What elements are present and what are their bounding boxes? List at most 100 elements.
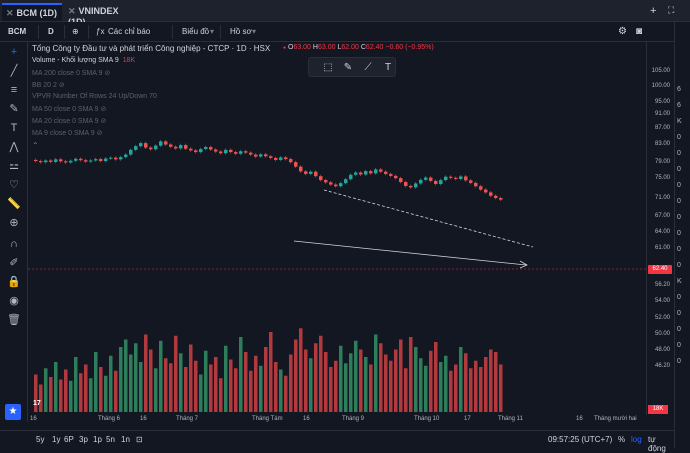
indicator-ma20[interactable]: MA 20 close 0 SMA 9 ⊘ <box>32 117 106 125</box>
text-tool-icon[interactable]: T <box>10 122 18 134</box>
volume-bar <box>354 340 358 412</box>
indicator-volume[interactable]: Volume - Khối lượng SMA 9 18K <box>32 57 135 64</box>
range-5d[interactable]: 5n <box>106 435 115 444</box>
ruler-icon[interactable]: 📏 <box>7 198 21 210</box>
watchlist-strip[interactable]: 6 6 K 0 0 0 0 0 0 0 0 0 K 0 0 0 0 0 <box>674 22 690 448</box>
chevron-down-icon[interactable]: ▾ <box>252 27 257 36</box>
fib-lines-icon[interactable]: ≡ <box>10 84 18 96</box>
range-5y[interactable]: 5y <box>36 435 45 444</box>
text-icon[interactable]: T <box>384 62 392 73</box>
collapse-legend-icon[interactable]: ⌃ <box>32 141 39 150</box>
candle-body <box>199 149 203 153</box>
volume-bar <box>64 369 68 412</box>
indicator-ma50[interactable]: MA 50 close 0 SMA 9 ⊘ <box>32 105 106 113</box>
hidden-eye-icon[interactable]: ⊘ <box>96 130 103 137</box>
clock-readout[interactable]: 09:57:25 (UTC+7) <box>548 435 613 444</box>
time-tick-label: Tháng mười hai <box>594 416 637 422</box>
candlestick-chart[interactable] <box>28 42 646 415</box>
volume-bar <box>304 349 308 412</box>
range-1y[interactable]: 1y <box>52 435 61 444</box>
indicator-bb[interactable]: BB 20 2 ⊘ <box>32 81 65 89</box>
line-icon[interactable]: ⟋ <box>364 62 372 73</box>
watchlist-strip-text: K <box>677 278 682 285</box>
tab-bcm[interactable]: ✕ BCM (1D) <box>2 3 62 21</box>
indicator-ma9[interactable]: MA 9 close 0 SMA 9 ⊘ <box>32 129 102 137</box>
lock-icon[interactable]: 🔒 <box>7 276 21 288</box>
trash-icon[interactable]: 🗑 <box>7 314 21 326</box>
forecast-icon[interactable]: ⚍ <box>9 160 19 172</box>
price-tick-label: 61.00 <box>654 245 670 251</box>
tradingview-logo: 17 <box>33 400 41 407</box>
indicator-label: MA 50 close 0 SMA 9 <box>32 106 99 113</box>
range-6m[interactable]: 6P <box>64 435 74 444</box>
select-rectangle-icon[interactable]: ⬚ <box>323 62 333 73</box>
compare-add-icon[interactable]: ⊕ <box>72 27 79 36</box>
low-key: L <box>337 44 342 51</box>
watchlist-strip-text: 0 <box>677 342 681 349</box>
candle-body <box>479 186 483 190</box>
price-tick-label: 105.00 <box>651 68 670 74</box>
interval-select[interactable]: D <box>48 27 54 36</box>
volume-bar <box>69 380 73 412</box>
range-3m[interactable]: 3p <box>79 435 88 444</box>
indicator-vpvr[interactable]: VPVR Number Of Rows 24 Up/Down 70 <box>32 93 157 100</box>
trendline-icon[interactable]: ╱ <box>10 65 18 77</box>
auto-scale-toggle[interactable]: tự động <box>648 435 666 453</box>
volume-bar <box>284 375 288 412</box>
tab-vnindex[interactable]: ✕VNINDEX (1D) <box>64 3 134 27</box>
indicator-ma200[interactable]: MA 200 close 0 SMA 9 ⊘ <box>32 69 110 77</box>
floating-drawing-toolbar: ⬚ ✎ ⟋ T <box>308 57 396 77</box>
volume-bar <box>254 355 258 412</box>
brush-icon[interactable]: ✎ <box>343 62 353 73</box>
range-1d[interactable]: 1n <box>121 435 130 444</box>
hidden-eye-icon[interactable]: ⊘ <box>104 70 111 77</box>
favorite-heart-icon[interactable]: ♡ <box>9 179 19 191</box>
chevron-down-icon[interactable]: ▾ <box>210 27 215 36</box>
indicator-label: Volume - Khối lượng SMA 9 <box>32 57 119 64</box>
close-tab-icon[interactable]: ✕ <box>68 6 76 16</box>
candle-body <box>364 171 368 175</box>
hidden-eye-icon[interactable]: ⊘ <box>100 118 107 125</box>
candle-body <box>124 154 128 158</box>
watchlist-strip-text: 0 <box>677 310 681 317</box>
fullscreen-icon[interactable]: ⛶ <box>668 5 675 15</box>
calendar-range-icon[interactable]: ⊡ <box>136 435 143 444</box>
candle-body <box>179 145 183 149</box>
symbol-search[interactable]: BCM <box>8 27 27 36</box>
pattern-icon[interactable]: ⋀ <box>9 141 19 153</box>
indicator-label: MA 9 close 0 SMA 9 <box>32 130 95 137</box>
volume-bar <box>104 375 108 412</box>
candle-body <box>109 157 113 159</box>
indicators-icon[interactable]: ƒx <box>96 27 105 36</box>
watchlist-strip-text: 0 <box>677 150 681 157</box>
volume-bar <box>114 370 118 412</box>
magnet-icon[interactable]: ∩ <box>10 238 18 250</box>
candle-body <box>94 159 98 161</box>
volume-bar <box>189 344 193 412</box>
close-tab-icon[interactable]: ✕ <box>6 8 14 18</box>
brush-icon[interactable]: ✎ <box>9 103 19 115</box>
add-tab-icon[interactable]: + <box>650 5 657 17</box>
hidden-eye-icon[interactable]: ⊘ <box>100 106 107 113</box>
time-axis[interactable]: 16 Tháng 6 16 Tháng 7 Tháng Tám 16 Tháng 9 Thán… <box>28 415 646 425</box>
range-1m[interactable]: 1p <box>93 435 102 444</box>
pencil-lock-icon[interactable]: ✐ <box>9 257 19 269</box>
log-scale-toggle[interactable]: log <box>631 435 642 444</box>
indicators-button[interactable]: Các chỉ báo <box>108 27 151 36</box>
price-axis[interactable]: 105.00 100.00 95.00 91.00 87.00 83.00 79.00 75.… <box>646 42 674 415</box>
chart-type-button[interactable]: Biểu đồ <box>182 27 210 36</box>
profile-button[interactable]: Hồ sơ <box>230 27 252 36</box>
percent-scale-toggle[interactable]: % <box>618 435 626 444</box>
hidden-eye-icon[interactable]: ⊘ <box>58 82 65 89</box>
indicator-label: MA 20 close 0 SMA 9 <box>32 118 99 125</box>
settings-gear-icon[interactable]: ⚙ <box>618 26 627 37</box>
crosshair-icon[interactable]: + <box>10 46 18 58</box>
candle-body <box>244 151 248 153</box>
price-tick-label: 56.20 <box>654 282 670 288</box>
zoom-in-icon[interactable]: ⊕ <box>9 217 19 229</box>
eye-icon[interactable]: ◉ <box>9 295 19 307</box>
volume-bar <box>279 369 283 412</box>
snapshot-camera-icon[interactable]: ◙ <box>636 26 643 37</box>
candle-body <box>34 159 38 162</box>
watchlist-star-icon[interactable]: ★ <box>5 404 21 420</box>
